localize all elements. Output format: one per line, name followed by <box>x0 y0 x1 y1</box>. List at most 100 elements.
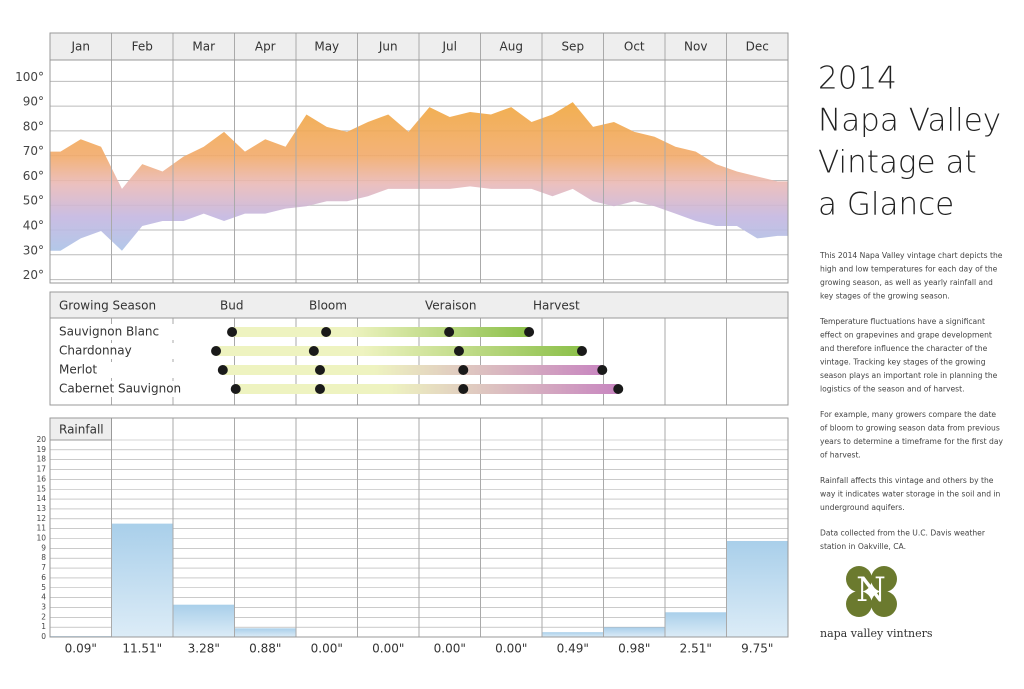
season-title: Growing Season <box>59 299 156 313</box>
rain-label: 0.98" <box>618 642 650 656</box>
paragraph-line: For example, many growers compare the da… <box>820 410 996 419</box>
title-line: a Glance <box>818 187 954 223</box>
paragraph-line: of harvest. <box>820 451 861 460</box>
y-tick-label: 20 <box>36 435 46 444</box>
season-bar <box>235 384 619 394</box>
stage-dot <box>321 327 332 337</box>
paragraph-line: This 2014 Napa Valley vintage chart depi… <box>819 251 1003 260</box>
stage-dot <box>230 384 241 394</box>
rain-label: 2.51" <box>680 642 712 656</box>
month-label: Oct <box>624 40 645 54</box>
stage-dot <box>217 365 228 375</box>
paragraph-line: high and low temperatures for each day o… <box>820 265 998 274</box>
y-tick-label: 13 <box>36 504 46 513</box>
y-tick-label: 18 <box>36 455 46 464</box>
y-tick-label: 90° <box>23 95 44 109</box>
rain-label: 0.00" <box>311 642 343 656</box>
paragraph-line: key stages of the growing season. <box>820 292 950 301</box>
paragraph-line: of bloom to growing season data from pre… <box>820 424 1000 433</box>
rain-bar <box>726 540 788 637</box>
month-label: Aug <box>500 40 523 54</box>
paragraph-line: way it indicates water storage in the so… <box>820 490 1001 499</box>
variety-bg <box>54 381 204 397</box>
month-label: Jun <box>378 40 398 54</box>
title-line: 2014 <box>818 61 897 97</box>
y-tick-label: 3 <box>41 602 46 611</box>
stage-label: Bloom <box>309 299 347 313</box>
variety-bg <box>54 324 204 340</box>
y-tick-label: 5 <box>41 583 46 592</box>
panel-border <box>49 417 789 638</box>
y-tick-label: 2 <box>41 612 46 621</box>
y-tick-label: 1 <box>41 622 46 631</box>
stage-dot <box>308 346 319 356</box>
stage-dot <box>613 384 624 394</box>
y-tick-label: 11 <box>36 524 46 533</box>
y-tick-label: 50° <box>23 194 44 208</box>
y-tick-label: 80° <box>23 119 44 133</box>
rain-label: 0.00" <box>372 642 404 656</box>
y-tick-label: 0 <box>41 632 46 641</box>
season-bar <box>232 327 530 337</box>
y-tick-label: 12 <box>36 514 46 523</box>
stage-dot <box>597 365 608 375</box>
stage-dot <box>444 327 455 337</box>
variety-bg <box>54 362 204 378</box>
logo-letter: N <box>856 570 886 610</box>
season-bar <box>216 346 582 356</box>
paragraph-line: effect on grapevines and grape developme… <box>820 331 992 340</box>
rain-label: 0.88" <box>249 642 281 656</box>
y-tick-label: 70° <box>23 144 44 158</box>
stage-dot <box>576 346 587 356</box>
variety-name: Chardonnay <box>59 344 132 358</box>
month-label: Sep <box>561 40 584 54</box>
stage-label: Bud <box>220 299 243 313</box>
paragraph-line: Rainfall affects this vintage and others… <box>820 476 994 485</box>
paragraph-line: and therefore influence the character of… <box>820 344 988 353</box>
y-tick-label: 30° <box>23 243 44 257</box>
season-bar <box>222 365 603 375</box>
rain-bar <box>542 632 604 637</box>
variety-name: Merlot <box>59 363 97 377</box>
paragraph-line: Temperature fluctuations have a signific… <box>819 317 985 326</box>
rain-label: 11.51" <box>122 642 162 656</box>
rain-bar <box>603 627 665 637</box>
paragraph-line: years to determine a timeframe for the f… <box>820 437 1003 446</box>
rain-bar <box>173 604 235 637</box>
rain-label: 9.75" <box>741 642 773 656</box>
variety-name: Sauvignon Blanc <box>59 325 159 339</box>
stage-dot <box>211 346 222 356</box>
logo: N napa valley vintners <box>820 566 933 640</box>
stage-label: Veraison <box>425 299 476 313</box>
paragraph-line: station in Oakville, CA. <box>820 542 906 551</box>
y-tick-label: 14 <box>36 494 46 503</box>
logo-text: napa valley vintners <box>820 627 933 640</box>
rain-bar <box>111 523 173 637</box>
stage-dot <box>524 327 535 337</box>
y-tick-label: 19 <box>36 445 46 454</box>
y-tick-label: 7 <box>41 563 46 572</box>
variety-name: Cabernet Sauvignon <box>59 382 181 396</box>
stage-dot <box>314 365 325 375</box>
month-label: Dec <box>746 40 769 54</box>
paragraph-line: growing season, as well as yearly rainfa… <box>820 278 993 287</box>
stage-label: Harvest <box>533 299 580 313</box>
month-label: May <box>314 40 339 54</box>
rain-label: 3.28" <box>188 642 220 656</box>
paragraph-line: season plays an important role in planni… <box>820 371 998 380</box>
y-tick-label: 40° <box>23 219 44 233</box>
paragraph-line: vintage. Tracking key stages of the grow… <box>820 358 986 367</box>
month-label: Jul <box>442 40 457 54</box>
month-label: Apr <box>255 40 276 54</box>
stage-dot <box>227 327 238 337</box>
rain-title: Rainfall <box>59 423 104 437</box>
season-header <box>50 292 788 318</box>
rain-bar <box>234 628 296 637</box>
rain-label: 0.00" <box>495 642 527 656</box>
stage-dot <box>314 384 325 394</box>
month-label: Jan <box>71 40 91 54</box>
y-tick-label: 10 <box>36 534 46 543</box>
y-tick-label: 16 <box>36 474 46 483</box>
y-tick-label: 20° <box>23 268 44 282</box>
